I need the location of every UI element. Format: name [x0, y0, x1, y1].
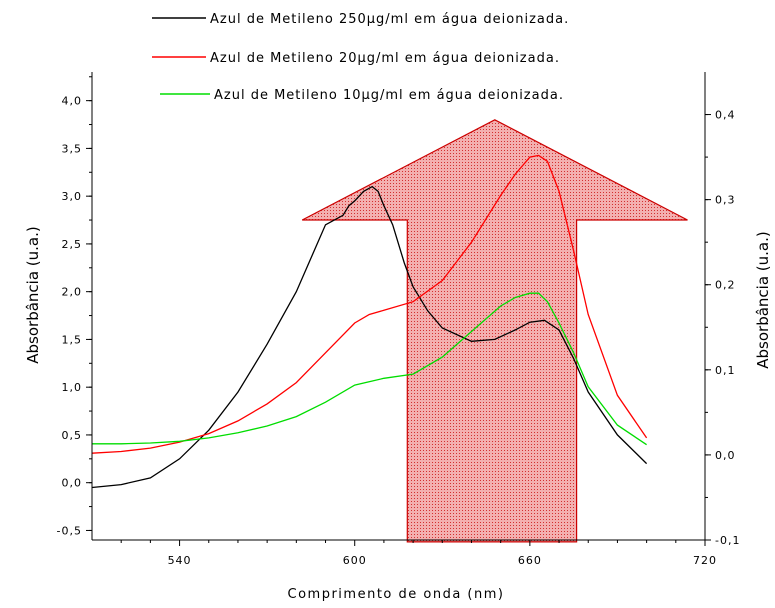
- series-line-2: [91, 154, 648, 454]
- series-line-3: [92, 292, 647, 446]
- up-arrow-annotation: [301, 119, 688, 543]
- x-tick-label: 660: [518, 554, 542, 567]
- x-axis-title: Comprimento de onda (nm): [288, 587, 505, 602]
- x-tick-label: 600: [343, 554, 367, 567]
- y-right-tick-label: -0,1: [715, 534, 740, 547]
- y-left-tick-label: 1,0: [62, 381, 83, 394]
- y-right-tick-label: 0,2: [715, 279, 736, 292]
- y-left-tick-label: 2,5: [62, 238, 83, 251]
- y-right-tick-label: 0,3: [715, 194, 736, 207]
- y-right-tick-label: 0,4: [715, 109, 736, 122]
- y-left-tick-label: -0,5: [57, 524, 82, 537]
- y-left-tick-label: 3,0: [62, 190, 83, 203]
- legend-label-2: Azul de Metileno 20µg/ml em água deioniz…: [210, 51, 560, 66]
- x-tick-label: 540: [168, 554, 192, 567]
- y-right-tick-label: 0,1: [715, 364, 736, 377]
- y-left-tick-label: 3,5: [62, 142, 83, 155]
- x-tick-label: 720: [693, 554, 717, 567]
- y-left-tick-label: 0,0: [62, 477, 83, 490]
- y-left-tick-label: 1,5: [62, 333, 83, 346]
- y-left-tick-label: 2,0: [62, 286, 83, 299]
- legend-label-1: Azul de Metileno 250µg/ml em água deioni…: [210, 12, 569, 27]
- y-left-tick-label: 4,0: [62, 95, 83, 108]
- y-axis-right-title: Absorbância (u.a.): [754, 231, 772, 368]
- legend-label-3: Azul de Metileno 10µg/ml em água deioniz…: [214, 88, 564, 103]
- y-left-tick-label: 0,5: [62, 429, 83, 442]
- y-axis-left-title: Absorbância (u.a.): [24, 226, 42, 363]
- series-line-1: [91, 185, 648, 489]
- y-right-tick-label: 0,0: [715, 449, 736, 462]
